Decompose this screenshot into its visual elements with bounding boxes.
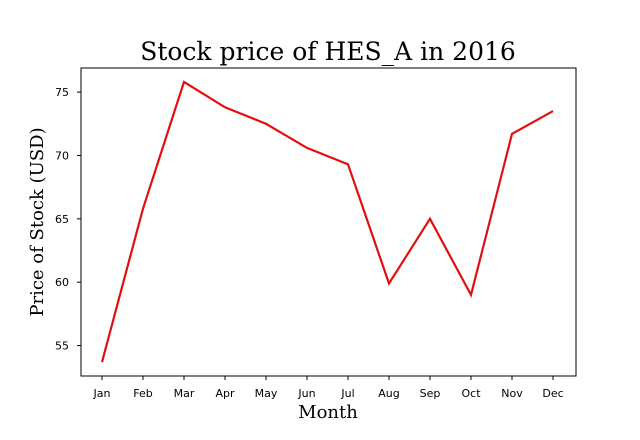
plot-frame <box>80 67 577 377</box>
y-tick-label: 75 <box>55 86 69 99</box>
y-axis: 55 60 65 70 75 <box>55 86 81 353</box>
x-tick-label: Oct <box>461 387 481 400</box>
y-axis-label: Price of Stock (USD) <box>27 127 48 316</box>
series-line-hes-a <box>100 80 554 363</box>
x-tick-label: Nov <box>501 387 523 400</box>
x-tick-label: Sep <box>420 387 441 400</box>
y-tick-label: 55 <box>55 340 69 353</box>
x-tick-label: Aug <box>378 387 399 400</box>
y-tick-label: 60 <box>55 276 69 289</box>
x-tick-label: Feb <box>133 387 152 400</box>
x-tick-label: May <box>255 387 278 400</box>
x-axis-label: Month <box>298 402 358 423</box>
x-axis: Jan Feb Mar Apr May Jun Jul Aug Sep Oct Nov Dec <box>93 376 564 400</box>
x-tick-label: Jun <box>297 387 315 400</box>
y-tick-label: 70 <box>55 149 69 162</box>
chart-title: Stock price of HES_A in 2016 <box>140 37 516 66</box>
x-tick-label: Dec <box>542 387 563 400</box>
series-group <box>100 80 554 363</box>
x-tick-label: Jul <box>340 387 354 400</box>
x-tick-label: Mar <box>174 387 195 400</box>
x-tick-label: Jan <box>93 387 111 400</box>
x-tick-label: Apr <box>215 387 235 400</box>
y-tick-label: 65 <box>55 213 69 226</box>
